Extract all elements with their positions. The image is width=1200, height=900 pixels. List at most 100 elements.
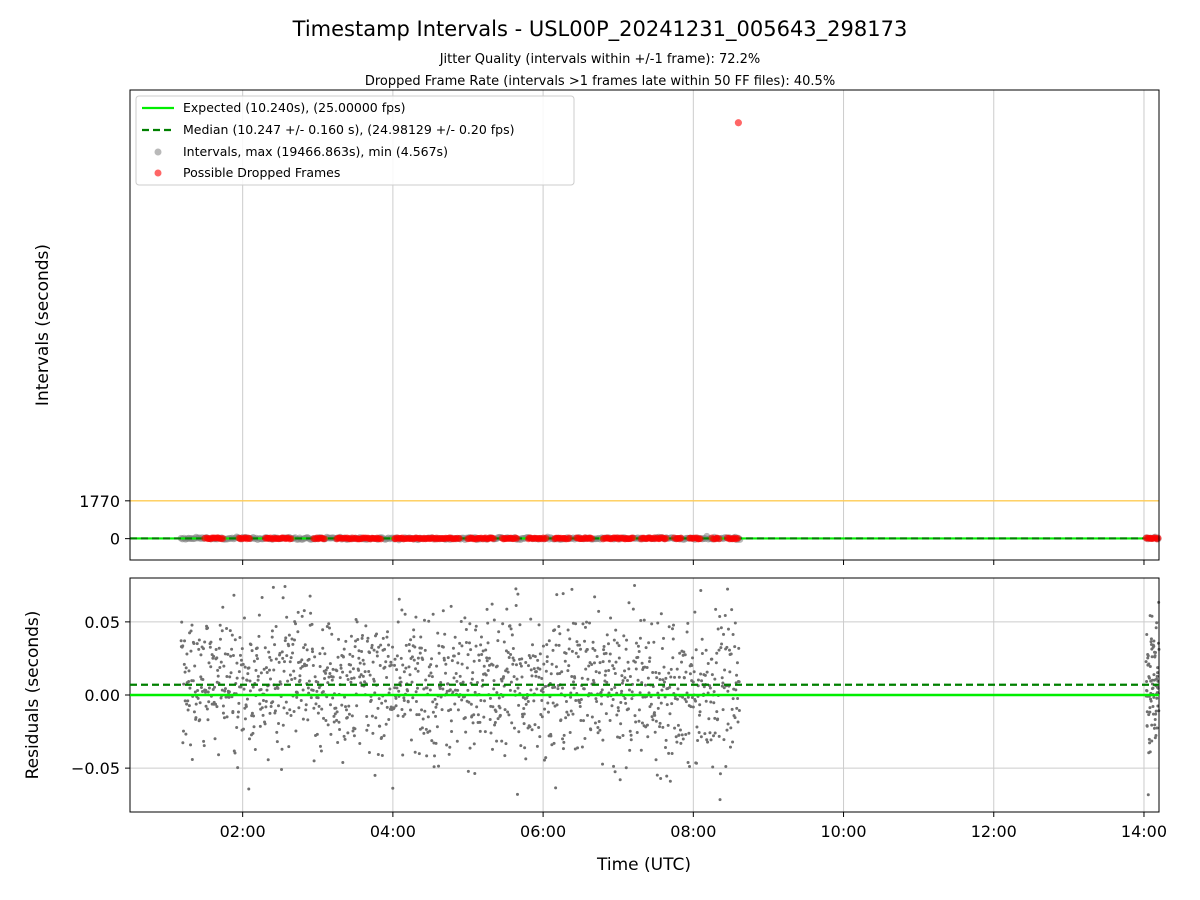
residual-point bbox=[221, 605, 225, 609]
residual-point bbox=[623, 697, 627, 701]
residual-point bbox=[424, 727, 428, 731]
residual-point bbox=[712, 701, 716, 705]
residual-point bbox=[567, 664, 571, 668]
residual-point bbox=[1146, 656, 1150, 660]
residual-point bbox=[267, 668, 271, 672]
residual-point bbox=[337, 720, 341, 724]
residual-point bbox=[661, 678, 665, 682]
residual-point bbox=[301, 688, 305, 692]
legend-median-label: Median (10.247 +/- 0.160 s), (24.98129 +… bbox=[183, 122, 514, 137]
residual-point bbox=[676, 723, 680, 727]
residual-point bbox=[271, 585, 275, 589]
residual-point bbox=[555, 703, 559, 707]
residual-point bbox=[296, 610, 300, 614]
residual-point bbox=[621, 734, 625, 738]
residual-point bbox=[1148, 706, 1152, 710]
residual-point bbox=[453, 702, 457, 706]
residual-point bbox=[456, 661, 460, 665]
residual-point bbox=[421, 717, 425, 721]
residual-point bbox=[713, 677, 717, 681]
residual-point bbox=[605, 633, 609, 637]
residual-point bbox=[435, 725, 439, 729]
residual-point bbox=[1147, 662, 1151, 666]
residual-point bbox=[733, 645, 737, 649]
residual-point bbox=[629, 733, 633, 737]
residual-point bbox=[609, 616, 613, 620]
residual-point bbox=[409, 638, 413, 642]
residual-point bbox=[184, 732, 188, 736]
residual-point bbox=[1150, 723, 1154, 727]
residual-point bbox=[198, 718, 202, 722]
residual-point bbox=[275, 740, 279, 744]
residual-point bbox=[471, 671, 475, 675]
residual-point bbox=[719, 646, 723, 650]
residual-point bbox=[518, 623, 522, 627]
residual-point bbox=[495, 691, 499, 695]
residual-point bbox=[604, 669, 608, 673]
residual-point bbox=[301, 664, 305, 668]
residual-point bbox=[391, 786, 395, 790]
residual-point bbox=[380, 753, 384, 757]
residual-point bbox=[520, 675, 524, 679]
residual-point bbox=[688, 765, 692, 769]
residual-point bbox=[407, 665, 411, 669]
residual-point bbox=[325, 625, 329, 629]
residual-point bbox=[519, 744, 523, 748]
residual-point bbox=[585, 648, 589, 652]
residual-point bbox=[667, 671, 671, 675]
residual-point bbox=[398, 676, 402, 680]
residual-point bbox=[507, 713, 511, 717]
residual-point bbox=[735, 673, 739, 677]
residual-point bbox=[258, 702, 262, 706]
residual-point bbox=[206, 690, 210, 694]
residual-point bbox=[306, 718, 310, 722]
residual-point bbox=[731, 697, 735, 701]
residual-point bbox=[1153, 718, 1157, 722]
residual-point bbox=[379, 643, 383, 647]
residual-point bbox=[671, 637, 675, 641]
residual-point bbox=[601, 738, 605, 742]
residual-point bbox=[373, 691, 377, 695]
residual-point bbox=[299, 698, 303, 702]
residual-point bbox=[710, 657, 714, 661]
residual-point bbox=[193, 664, 197, 668]
residual-point bbox=[713, 716, 717, 720]
residual-point bbox=[420, 726, 424, 730]
bottom-panel: Residuals (seconds) Time (UTC) 0.05 0.00 −… bbox=[23, 577, 1167, 875]
residual-point bbox=[280, 650, 284, 654]
residual-point bbox=[291, 651, 295, 655]
residual-point bbox=[555, 593, 559, 597]
residual-point bbox=[240, 647, 244, 651]
residual-point bbox=[465, 666, 469, 670]
residual-point bbox=[248, 737, 252, 741]
residual-point bbox=[324, 668, 328, 672]
residual-point bbox=[736, 720, 740, 724]
residual-point bbox=[306, 686, 310, 690]
residual-point bbox=[726, 722, 730, 726]
residual-point bbox=[437, 651, 441, 655]
residual-point bbox=[261, 713, 265, 717]
residual-point bbox=[419, 646, 423, 650]
residual-point bbox=[541, 687, 545, 691]
residual-point bbox=[194, 702, 198, 706]
residual-point bbox=[698, 703, 702, 707]
residual-point bbox=[554, 665, 558, 669]
residual-point bbox=[664, 676, 668, 680]
residual-point bbox=[508, 688, 512, 692]
residual-point bbox=[349, 663, 353, 667]
residual-point bbox=[545, 659, 549, 663]
residual-point bbox=[610, 704, 614, 708]
residual-point bbox=[333, 712, 337, 716]
residual-point bbox=[304, 703, 308, 707]
residual-point bbox=[483, 699, 487, 703]
residual-point bbox=[203, 640, 207, 644]
residual-point bbox=[1150, 739, 1154, 743]
residual-point bbox=[389, 660, 393, 664]
residual-point bbox=[213, 737, 217, 741]
residual-point bbox=[393, 686, 397, 690]
residual-point bbox=[724, 764, 728, 768]
residual-point bbox=[679, 741, 683, 745]
residual-point bbox=[501, 622, 505, 626]
residual-point bbox=[386, 630, 390, 634]
residual-point bbox=[486, 641, 490, 645]
